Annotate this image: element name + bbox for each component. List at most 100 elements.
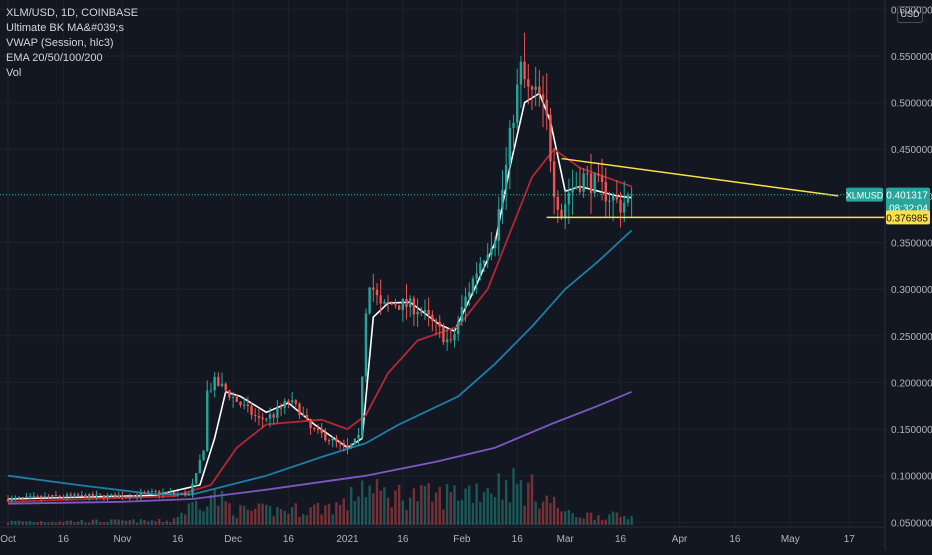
x-tick-label: 16: [729, 534, 741, 545]
candle-body: [235, 397, 238, 402]
candle-body: [36, 495, 39, 497]
volume-bar: [349, 486, 353, 525]
volume-bar: [586, 512, 589, 525]
volume-bar: [58, 521, 61, 525]
volume-bar: [549, 502, 552, 525]
candle-body: [268, 414, 272, 419]
indicator-ema[interactable]: EMA 20/50/100/200: [6, 52, 103, 64]
volume-bar: [191, 502, 194, 525]
volume-bar: [538, 508, 541, 525]
volume-bar: [523, 505, 526, 525]
volume-bar: [394, 490, 397, 525]
countdown-label: 08:32:04: [889, 204, 928, 215]
candle-body: [202, 450, 205, 461]
candle-body: [401, 298, 405, 310]
indicator-vol[interactable]: Vol: [6, 67, 22, 79]
volume-bar: [287, 513, 290, 525]
indicator-ultimate-bk[interactable]: Ultimate BK MA&#039;s: [6, 22, 124, 34]
candle-body: [254, 414, 257, 417]
y-tick-label: 0.350000: [891, 239, 932, 250]
candle-body: [372, 287, 375, 290]
candle-body: [420, 311, 423, 313]
volume-bar: [416, 501, 419, 525]
volume-bar: [10, 520, 13, 525]
volume-bar: [335, 502, 338, 525]
volume-bar: [475, 483, 478, 525]
candle-body: [338, 441, 342, 443]
line-ema-200: [7, 390, 632, 505]
candle-body: [501, 189, 504, 210]
candle-body: [76, 494, 80, 496]
volume-bar: [40, 521, 43, 525]
volume-bar: [235, 517, 238, 525]
candle-body: [43, 496, 47, 498]
volume-bar: [552, 496, 556, 525]
volume-bar: [87, 522, 91, 525]
volume-bar: [265, 504, 268, 525]
price-axis[interactable]: 0.6000000.5500000.5000000.4500000.400000…: [891, 5, 932, 529]
candle-body: [412, 298, 416, 315]
volume-bar: [401, 500, 405, 525]
volume-bar: [560, 511, 563, 525]
volume-bar: [516, 484, 519, 525]
volume-bar: [589, 512, 593, 525]
volume-bar: [623, 515, 626, 525]
volume-bar: [180, 512, 183, 525]
x-tick-label: Nov: [113, 534, 131, 545]
volume-bar: [17, 520, 21, 525]
candle-body: [615, 196, 619, 200]
candle-body: [349, 444, 353, 448]
candle-body: [456, 321, 460, 335]
support-price-label: 0.376985: [886, 213, 928, 224]
candle-body: [154, 491, 157, 493]
candle-body: [575, 186, 578, 189]
volume-bar: [47, 522, 50, 525]
candle-body: [95, 494, 98, 497]
y-tick-label: 0.600000: [891, 5, 932, 16]
descending-trendline[interactable]: [561, 157, 839, 197]
volume-bar: [383, 487, 386, 525]
drawings[interactable]: [546, 157, 885, 219]
candle-body: [32, 495, 36, 497]
candle-body: [73, 494, 76, 496]
candle-body: [519, 61, 523, 85]
candle-body: [158, 491, 161, 495]
volume-bar: [519, 479, 523, 525]
volume-bar: [242, 505, 246, 525]
volume-bar: [76, 521, 80, 525]
indicator-vwap[interactable]: VWAP (Session, hlc3): [6, 37, 114, 49]
candle-body: [40, 496, 43, 498]
candle-body: [335, 438, 338, 442]
volume-bar: [80, 519, 83, 525]
candle-body: [290, 400, 294, 403]
candle-body: [209, 390, 213, 392]
candle-body: [346, 444, 349, 448]
volume-bar: [106, 522, 109, 525]
candle-body: [309, 418, 312, 428]
candle-body: [250, 406, 253, 415]
currency-badge[interactable]: USD: [897, 6, 923, 23]
candle-body: [471, 278, 475, 293]
candle-body: [213, 376, 216, 391]
time-axis[interactable]: Oct 16 Nov 16 Dec 16 2021 16 Feb 16 Mar 16 Apr 16 May 1…: [0, 534, 855, 545]
candle-body: [298, 403, 301, 416]
volume-bar: [128, 520, 131, 525]
candle-body: [497, 209, 500, 241]
candle-body: [530, 86, 534, 90]
volume-bar: [51, 521, 54, 525]
volume-bar: [198, 509, 202, 525]
candle-body: [14, 497, 17, 499]
volume-bar: [423, 485, 427, 525]
candle-body: [265, 418, 268, 420]
last-price-label: 0.401317: [886, 191, 928, 202]
volume-bar: [132, 519, 135, 525]
volume-bar: [630, 516, 633, 525]
candle-body: [69, 494, 72, 496]
candle-body: [608, 200, 611, 202]
candle-body: [394, 304, 397, 306]
volume-bar: [91, 519, 95, 525]
candle-body: [283, 400, 286, 408]
candle-body: [541, 94, 545, 100]
